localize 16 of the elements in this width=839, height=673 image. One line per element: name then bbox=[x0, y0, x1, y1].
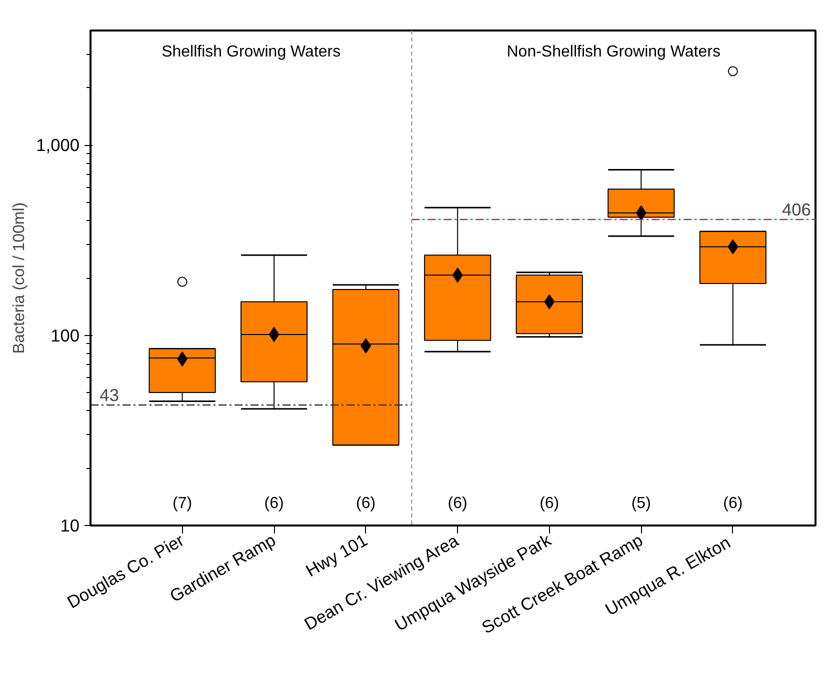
annotation: (6) bbox=[356, 495, 376, 512]
annotation: (6) bbox=[723, 495, 743, 512]
annotation: (7) bbox=[172, 495, 192, 512]
ref-line-label: 406 bbox=[782, 200, 811, 220]
annotation: Non-Shellfish Growing Waters bbox=[506, 44, 720, 60]
annotation: Shellfish Growing Waters bbox=[162, 44, 341, 60]
annotation: (6) bbox=[448, 495, 468, 512]
y-tick-label: 1,000 bbox=[36, 135, 80, 156]
y-axis-title: Bacteria (col / 100ml) bbox=[11, 202, 28, 354]
annotation: (5) bbox=[631, 495, 651, 512]
annotation: (6) bbox=[540, 495, 560, 512]
y-tick-label: 10 bbox=[60, 516, 80, 536]
annotation: (6) bbox=[264, 495, 284, 512]
ref-line-label: 43 bbox=[100, 384, 119, 405]
y-tick-label: 100 bbox=[50, 325, 80, 346]
x-tick-label: Hwy 101 bbox=[302, 530, 371, 581]
